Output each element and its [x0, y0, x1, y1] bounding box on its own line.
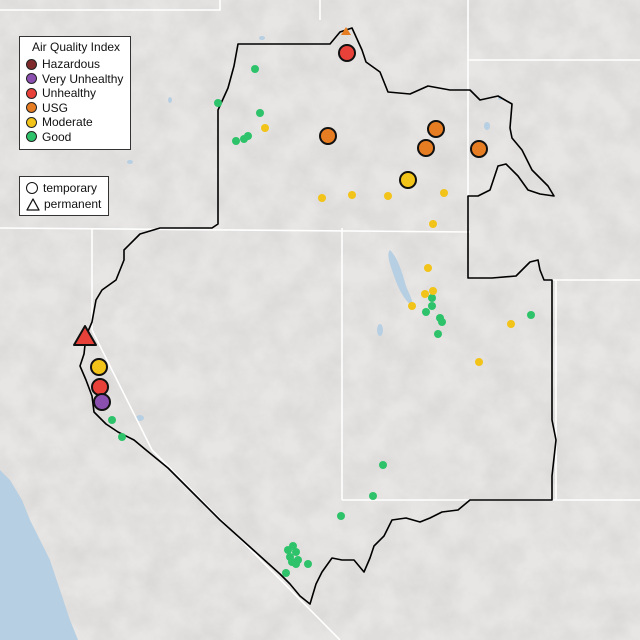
legend-item-moderate: Moderate — [26, 115, 124, 130]
aqi-temporary-monitors — [90, 44, 488, 411]
legend-item-usg: USG — [26, 101, 124, 116]
legend-label: Hazardous — [42, 57, 101, 71]
legend-title: Air Quality Index — [32, 40, 121, 54]
legend-item-good: Good — [26, 130, 124, 145]
legend-label: Moderate — [42, 115, 93, 129]
aqi-legend: Air Quality Index Hazardous Very Unhealt… — [19, 36, 131, 150]
legend-item-very-unhealthy: Very Unhealthy — [26, 72, 124, 87]
moderate-swatch — [26, 116, 37, 128]
unhealthy-swatch — [26, 87, 37, 99]
good-swatch — [26, 131, 37, 143]
legend-label: Good — [42, 129, 72, 144]
aqi-permanent-monitors — [73, 27, 351, 346]
legend-item-hazardous: Hazardous — [26, 57, 124, 72]
legend-item-unhealthy: Unhealthy — [26, 86, 124, 101]
triangle-icon — [26, 197, 40, 211]
hazardous-swatch — [26, 58, 37, 70]
aqi-small-markers — [108, 65, 535, 577]
very-unhealthy-swatch — [26, 73, 37, 85]
legend-item-permanent: permanent — [26, 196, 102, 212]
pacific-ocean — [0, 470, 78, 640]
legend-item-temporary: temporary — [26, 180, 102, 196]
legend-label: Very Unhealthy — [42, 71, 124, 86]
lakes — [102, 36, 502, 421]
legend-label: temporary — [43, 181, 98, 195]
region-outline — [79, 27, 557, 605]
monitor-type-legend: temporary permanent — [19, 176, 109, 216]
usg-swatch — [26, 102, 37, 114]
legend-label: Unhealthy — [42, 86, 97, 100]
circle-icon — [26, 182, 38, 194]
legend-label: permanent — [44, 197, 102, 211]
legend-label: USG — [42, 100, 69, 115]
